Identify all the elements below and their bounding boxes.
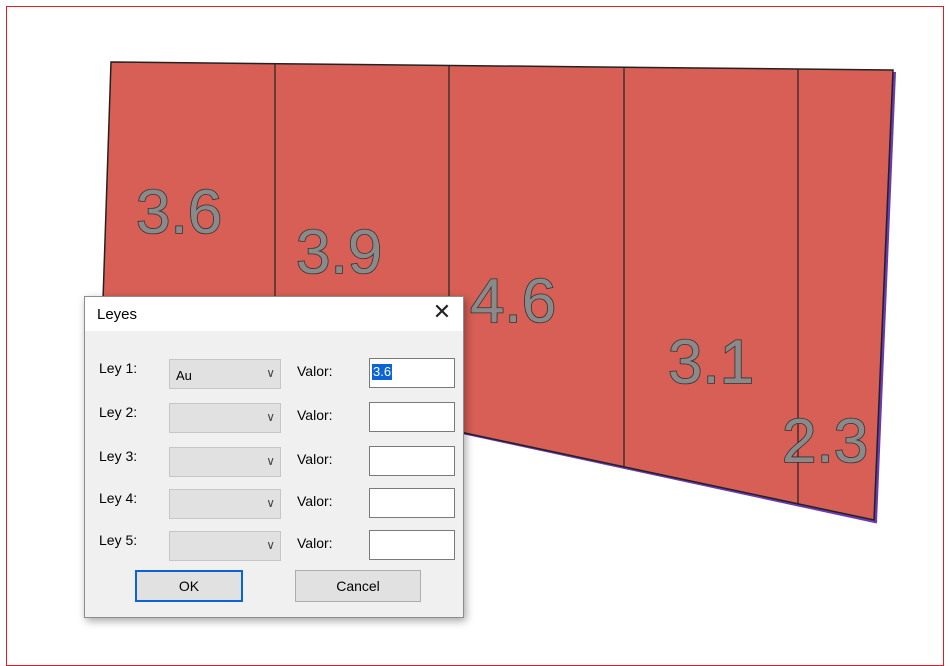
leyes-dialog: Leyes ✕ Ley 1: Au ∨ Valor: 3.6 Ley 2: ∨ …: [84, 296, 464, 618]
ley-label: Ley 4:: [99, 490, 138, 506]
chevron-down-icon: ∨: [266, 496, 275, 510]
block-value-label: 3.9: [296, 218, 382, 287]
dialog-title: Leyes: [97, 306, 138, 323]
ley-label: Ley 2:: [99, 404, 138, 420]
valor-5-input[interactable]: [369, 530, 455, 560]
ley-5-select[interactable]: ∨: [169, 531, 281, 561]
dialog-titlebar[interactable]: Leyes ✕: [85, 297, 463, 331]
block-value-label: 2.3: [782, 407, 868, 476]
block-value-label: 3.6: [136, 178, 222, 247]
valor-label: Valor:: [297, 493, 333, 509]
valor-label: Valor:: [297, 407, 333, 423]
cancel-button[interactable]: Cancel: [295, 570, 421, 602]
ley-label: Ley 3:: [99, 448, 138, 464]
section-drawing: 3.6 3.9 4.6 3.1 2.3: [102, 61, 896, 524]
valor-3-input[interactable]: [369, 446, 455, 476]
valor-label: Valor:: [297, 363, 333, 379]
valor-1-input-text: 3.6: [372, 364, 393, 380]
valor-4-input[interactable]: [369, 488, 455, 518]
ley-row-1: Ley 1: Au ∨ Valor: 3.6: [85, 355, 463, 389]
ley-label: Ley 5:: [99, 532, 138, 548]
ley-1-select-value: Au: [176, 368, 192, 383]
ley-label: Ley 1:: [99, 360, 138, 376]
valor-label: Valor:: [297, 451, 333, 467]
ley-2-select[interactable]: ∨: [169, 403, 281, 433]
ley-3-select[interactable]: ∨: [169, 447, 281, 477]
block-value-label: 3.1: [668, 328, 754, 397]
chevron-down-icon: ∨: [266, 366, 275, 380]
close-icon[interactable]: ✕: [432, 300, 452, 325]
block-value-label: 4.6: [470, 267, 556, 336]
valor-label: Valor:: [297, 535, 333, 551]
chevron-down-icon: ∨: [266, 410, 275, 424]
ley-row-2: Ley 2: ∨ Valor:: [85, 399, 463, 433]
ley-row-5: Ley 5: ∨ Valor:: [85, 527, 463, 561]
ok-button[interactable]: OK: [135, 570, 243, 602]
ley-row-4: Ley 4: ∨ Valor:: [85, 485, 463, 519]
ley-1-select[interactable]: Au ∨: [169, 359, 281, 389]
chevron-down-icon: ∨: [266, 454, 275, 468]
ley-row-3: Ley 3: ∨ Valor:: [85, 443, 463, 477]
ley-4-select[interactable]: ∨: [169, 489, 281, 519]
valor-2-input[interactable]: [369, 402, 455, 432]
valor-1-input[interactable]: 3.6: [369, 358, 455, 388]
chevron-down-icon: ∨: [266, 538, 275, 552]
